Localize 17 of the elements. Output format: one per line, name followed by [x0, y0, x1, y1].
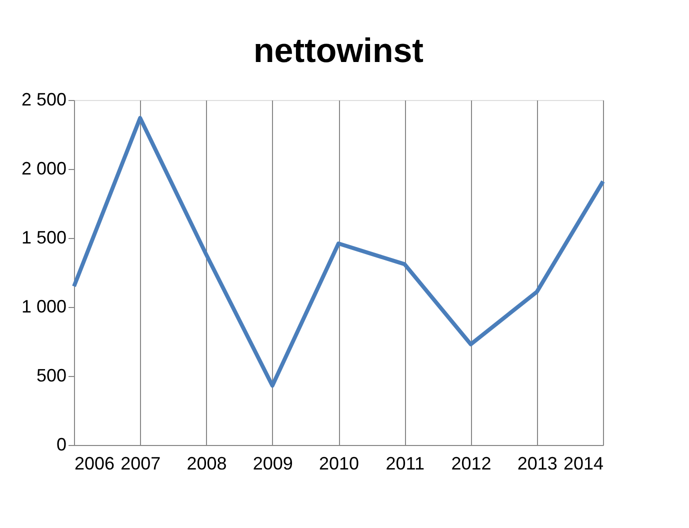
y-tick-label: 500 — [36, 366, 66, 386]
x-tick-label: 2008 — [186, 454, 227, 474]
x-tick-label: 2009 — [252, 454, 293, 474]
x-tick-label: 2007 — [120, 454, 161, 474]
x-tick-label: 2012 — [451, 454, 492, 474]
x-tick-label: 2013 — [517, 454, 558, 474]
x-tick-label: 2014 — [563, 454, 604, 474]
y-tick-label: 2 500 — [21, 90, 66, 110]
line-series — [72, 116, 605, 388]
y-tick-label: 0 — [56, 434, 66, 454]
chart-title: nettowinst — [254, 32, 424, 70]
x-tick-label: 2011 — [386, 454, 424, 474]
x-tick-label: 2010 — [318, 454, 360, 474]
y-tick-label: 1 000 — [21, 296, 66, 316]
y-tick-label: 2 000 — [21, 158, 66, 178]
y-tick-label: 1 500 — [21, 228, 66, 248]
x-tick-label: 2006 — [74, 454, 115, 474]
